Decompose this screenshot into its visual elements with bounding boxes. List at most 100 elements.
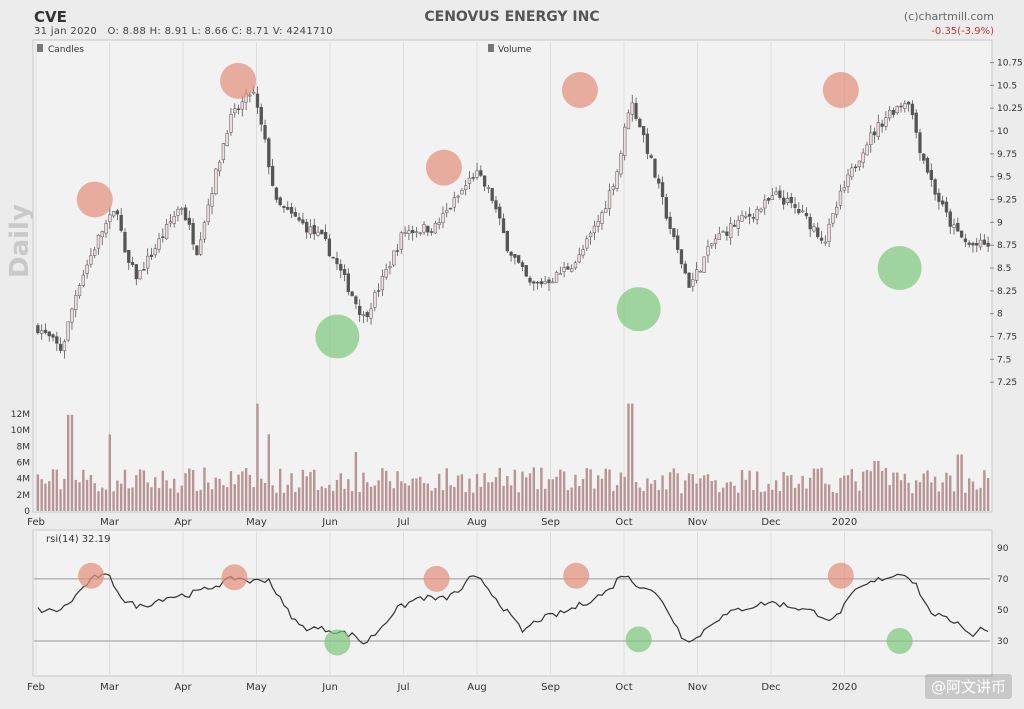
candle-body	[278, 197, 282, 206]
volume-bar	[210, 489, 214, 511]
volume-bar	[854, 481, 857, 511]
candle-body	[81, 274, 85, 286]
volume-bar	[585, 468, 589, 511]
volume-bar	[59, 489, 62, 511]
candle-body	[895, 106, 899, 114]
volume-bar	[797, 483, 801, 511]
candle-body	[763, 199, 767, 209]
volume-bar	[623, 476, 626, 511]
volume-bar	[721, 487, 725, 511]
volume-bar	[207, 482, 210, 511]
volume-bar	[123, 469, 127, 511]
volume-bar	[456, 475, 460, 511]
volume-bar	[131, 487, 134, 511]
candle-body	[482, 175, 487, 187]
volume-bar	[225, 487, 229, 511]
volume-bar	[468, 478, 471, 511]
volume-y-axis: 0 2M 4M 6M 8M 10M 12M	[11, 410, 30, 517]
volume-bar	[55, 469, 59, 511]
volume-bar	[119, 483, 123, 511]
y-tick-label: 9.75	[997, 150, 1017, 160]
candle-body	[274, 187, 279, 200]
volume-bar	[301, 469, 305, 511]
volume-bar	[888, 485, 891, 511]
candle-body	[853, 166, 858, 169]
candle-body	[206, 204, 210, 223]
volume-bar	[415, 478, 418, 511]
candle-body	[543, 281, 547, 284]
credit-link[interactable]: (c)chartmill.com	[903, 10, 994, 23]
volume-bar	[40, 479, 43, 511]
volume-bar	[191, 470, 195, 511]
candle-body	[755, 209, 759, 220]
volume-bar	[755, 471, 759, 511]
volume-bar	[331, 490, 335, 511]
x-tick-label: 2020	[832, 517, 857, 528]
candle-body	[623, 126, 627, 156]
candle-body	[429, 231, 434, 233]
candle-body	[691, 279, 695, 287]
candle-body	[202, 222, 207, 240]
candle-body	[513, 254, 517, 258]
volume-bar	[472, 492, 475, 511]
volume-bar	[104, 489, 108, 511]
volume-bar	[195, 491, 199, 511]
candle-body	[187, 217, 191, 225]
candle-body	[732, 224, 737, 227]
volume-bar	[483, 473, 486, 511]
candle-body	[339, 264, 343, 271]
candle-body	[626, 112, 631, 130]
candle-body	[782, 197, 786, 205]
volume-bar	[528, 473, 532, 511]
volume-bar	[339, 473, 342, 511]
volume-bar	[869, 471, 872, 511]
candle-body	[40, 330, 44, 334]
volume-bar	[354, 452, 358, 511]
candle-body	[664, 197, 668, 219]
candle-body	[740, 215, 744, 222]
candle-body	[770, 195, 774, 200]
candle-body	[85, 264, 89, 274]
candle-body	[975, 242, 979, 246]
candle-body	[320, 229, 324, 235]
volume-bar	[911, 493, 914, 511]
y-tick-label: 7.75	[997, 333, 1017, 343]
volume-bar	[593, 488, 596, 511]
volume-bar	[286, 484, 289, 511]
volume-bar	[445, 468, 448, 511]
candle-body	[676, 235, 680, 250]
volume-bar	[188, 468, 191, 511]
x-tick-label: Oct	[615, 517, 632, 528]
volume-bar	[199, 489, 202, 511]
volume-tick-label: 4M	[17, 475, 31, 485]
candle-body	[267, 138, 271, 168]
candle-body	[812, 226, 816, 232]
candle-body	[460, 190, 464, 195]
volume-bar	[926, 470, 929, 511]
volume-bar	[778, 491, 782, 511]
candle-body	[498, 206, 502, 219]
candle-body	[146, 255, 150, 269]
y-tick-label: 7.5	[997, 355, 1011, 365]
volume-bar	[388, 481, 392, 511]
rsi-x-tick-label: Oct	[615, 682, 632, 693]
volume-bar	[400, 481, 403, 511]
candle-body	[577, 254, 581, 263]
peak-circle	[822, 71, 859, 108]
candle-body	[861, 152, 865, 163]
candle-body	[785, 198, 790, 203]
candle-body	[464, 185, 468, 191]
volume-bar	[532, 467, 536, 511]
price-circles	[76, 62, 922, 359]
candle-body	[869, 132, 873, 145]
candle-body	[475, 170, 479, 178]
volume-bar	[479, 486, 483, 511]
volume-bar	[718, 492, 721, 511]
volume-bar	[615, 485, 619, 511]
candle-body	[846, 174, 850, 187]
volume-bar	[608, 469, 611, 511]
volume-bar	[740, 470, 744, 511]
volume-bar	[574, 474, 577, 511]
candle-body	[373, 292, 377, 308]
